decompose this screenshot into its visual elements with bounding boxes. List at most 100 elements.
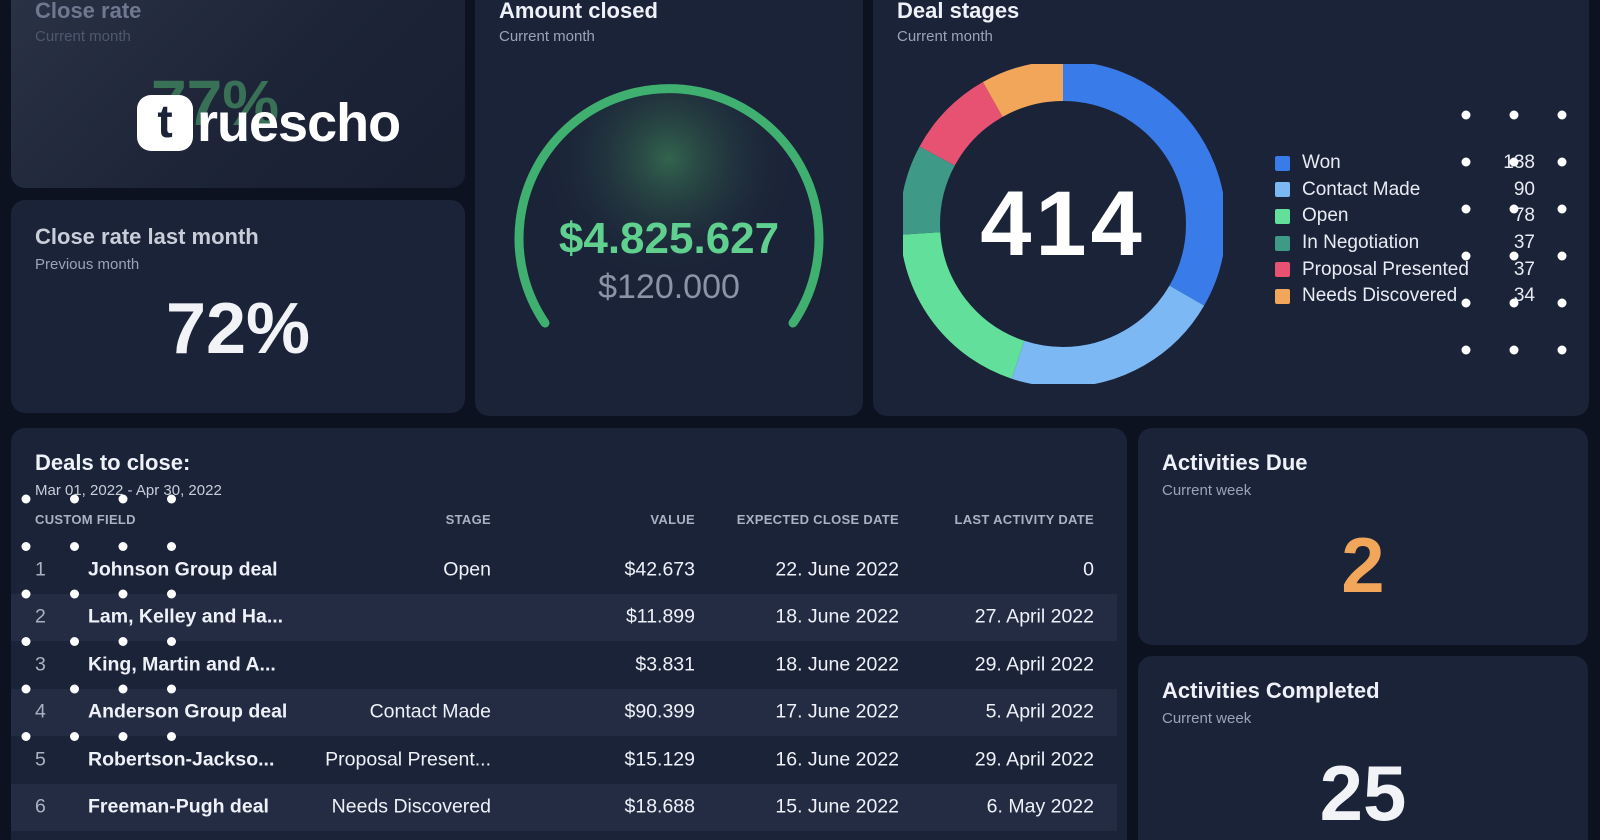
row-dot	[118, 637, 128, 646]
row-dot	[70, 589, 79, 599]
deal-value: $11.899	[625, 605, 695, 628]
gauge-glow	[524, 86, 814, 366]
row-number: 6	[35, 795, 46, 818]
legend-dot	[1461, 110, 1471, 120]
deal-name[interactable]: King, Martin and A...	[88, 653, 276, 676]
legend-dot	[1509, 110, 1519, 120]
legend-swatch	[1275, 235, 1290, 251]
row-dot	[167, 732, 176, 741]
row-number: 3	[35, 653, 46, 676]
row-dot	[21, 637, 31, 646]
legend-dot	[1461, 157, 1471, 167]
legend-dot	[1557, 110, 1567, 120]
row-dot	[167, 684, 176, 694]
activities-due-title: Activities Due	[1162, 450, 1308, 475]
deal-stage: Contact Made	[369, 700, 491, 723]
legend-dot	[1557, 204, 1567, 214]
deals-table-body: 1 Johnson Group deal Open $42.673 22. June 2…	[11, 546, 1117, 831]
legend-dot	[1509, 345, 1519, 355]
legend-item-proposal-presented[interactable]: Proposal Presented 37	[1275, 256, 1535, 283]
deal-stages-subtitle: Current month	[897, 28, 993, 45]
table-row[interactable]: 4 Anderson Group deal Contact Made $90.399 1…	[11, 688, 1117, 736]
logo-mark-icon: t	[137, 95, 193, 151]
legend-dot	[1557, 157, 1567, 167]
donut-slice-contact-made[interactable]	[903, 64, 1223, 384]
donut-slice-needs-discovered[interactable]	[903, 64, 1223, 384]
column-header-expected-close-date[interactable]: EXPECTED CLOSE DATE	[736, 512, 899, 527]
legend-dot	[1509, 157, 1519, 167]
legend-dot	[1557, 345, 1567, 355]
row-dot	[21, 732, 31, 741]
deal-name[interactable]: Johnson Group deal	[88, 558, 278, 581]
table-row[interactable]: 5 Robertson-Jackso... Proposal Present... $…	[11, 736, 1117, 784]
close-rate-card: Close rate Current month 77%	[11, 0, 465, 188]
close-rate-last-month-title: Close rate last month	[35, 224, 259, 249]
legend-dot	[1461, 251, 1471, 261]
legend-item-won[interactable]: Won 138	[1275, 150, 1535, 177]
legend-label: Needs Discovered	[1302, 285, 1458, 307]
row-dot	[21, 684, 31, 694]
deals-date-range: Mar 01, 2022 - Apr 30, 2022	[35, 482, 222, 499]
legend-dot	[1557, 251, 1567, 261]
row-dot	[70, 494, 79, 504]
legend-item-needs-discovered[interactable]: Needs Discovered 34	[1275, 283, 1535, 310]
deal-stage: Open	[443, 558, 491, 581]
last-activity-date: 29. April 2022	[974, 653, 1094, 676]
legend-count: 34	[1513, 285, 1535, 307]
row-dot	[118, 542, 128, 551]
legend-dot	[1557, 298, 1567, 308]
legend-item-open[interactable]: Open 78	[1275, 203, 1535, 230]
legend-item-in-negotiation[interactable]: In Negotiation 37	[1275, 230, 1535, 257]
legend-count: 78	[1513, 205, 1535, 227]
legend-item-contact-made[interactable]: Contact Made 90	[1275, 177, 1535, 204]
legend-label: Open	[1302, 205, 1349, 227]
deal-stages-total: 414	[980, 172, 1146, 275]
expected-close-date: 15. June 2022	[775, 795, 899, 818]
deal-stages-card: Deal stages Current month 414 Won 138 Cont…	[873, 0, 1589, 416]
last-activity-date: 29. April 2022	[974, 748, 1094, 771]
close-rate-last-month-subtitle: Previous month	[35, 256, 140, 273]
row-dot	[21, 494, 31, 504]
column-header-last-activity-date[interactable]: LAST ACTIVITY DATE	[954, 512, 1094, 527]
table-row[interactable]: 1 Johnson Group deal Open $42.673 22. June 2…	[11, 546, 1117, 594]
activities-due-value: 2	[1341, 521, 1385, 609]
table-row[interactable]: 6 Freeman-Pugh deal Needs Discovered $18.68…	[11, 783, 1117, 831]
close-rate-subtitle: Current month	[35, 28, 131, 45]
legend-dot	[1461, 345, 1471, 355]
deal-name[interactable]: Freeman-Pugh deal	[88, 795, 269, 818]
last-activity-date: 27. April 2022	[974, 605, 1094, 628]
close-rate-last-month-value: 72%	[165, 289, 311, 369]
column-header-stage[interactable]: STAGE	[445, 512, 491, 527]
deal-name[interactable]: Lam, Kelley and Ha...	[88, 605, 284, 628]
deals-title: Deals to close:	[35, 450, 191, 475]
expected-close-date: 16. June 2022	[775, 748, 899, 771]
deal-name[interactable]: Robertson-Jackso...	[88, 748, 275, 771]
activities-completed-card: Activities Completed Current week 25	[1138, 656, 1588, 840]
amount-closed-target: $120.000	[598, 268, 740, 306]
truescho-logo: t ruescho	[137, 92, 401, 154]
row-dot	[118, 494, 128, 504]
activities-completed-title: Activities Completed	[1162, 678, 1380, 703]
legend-swatch	[1275, 155, 1290, 171]
legend-count: 37	[1513, 258, 1535, 280]
row-dot	[70, 542, 79, 551]
table-row[interactable]: 3 King, Martin and A... $3.831 18. June 202…	[11, 641, 1117, 689]
column-header-value[interactable]: VALUE	[650, 512, 695, 527]
close-rate-title: Close rate	[35, 0, 142, 23]
deal-value: $18.688	[624, 795, 696, 818]
legend-count: 90	[1513, 178, 1535, 200]
deal-value: $42.673	[624, 558, 696, 581]
column-header-custom-field[interactable]: CUSTOM FIELD	[35, 512, 136, 527]
row-dot	[167, 637, 176, 646]
table-row[interactable]: 2 Lam, Kelley and Ha... $11.899 18. June 20…	[11, 593, 1117, 641]
deal-name[interactable]: Anderson Group deal	[88, 700, 288, 723]
legend-dot	[1461, 298, 1471, 308]
donut-slice-in-negotiation[interactable]	[903, 64, 1223, 384]
row-dot	[118, 684, 128, 694]
legend-swatch	[1275, 262, 1290, 278]
activities-due-subtitle: Current week	[1162, 482, 1252, 499]
deal-value: $90.399	[624, 700, 696, 723]
row-dot	[70, 684, 79, 694]
close-rate-last-month-card: Close rate last month Previous month 72%	[11, 200, 465, 413]
deal-value: $3.831	[635, 653, 695, 676]
